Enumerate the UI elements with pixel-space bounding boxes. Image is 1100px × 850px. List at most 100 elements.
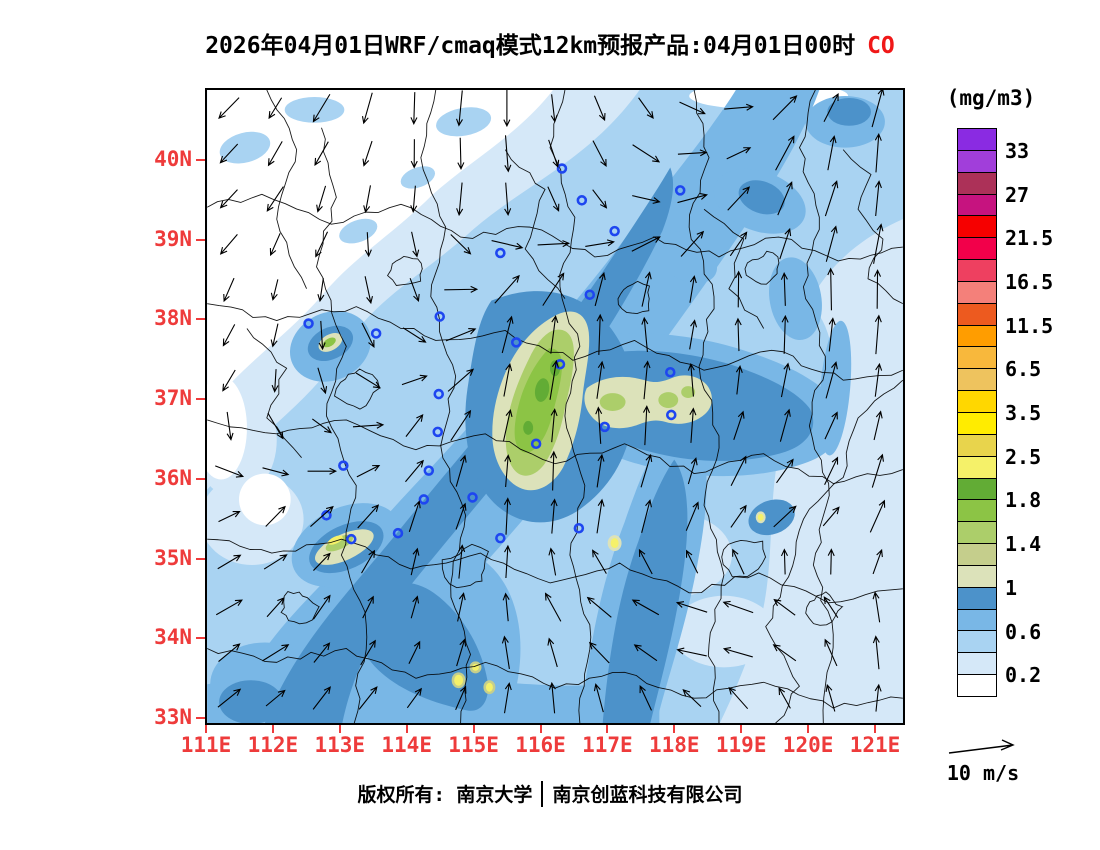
colorbar-segment [957, 411, 997, 435]
wind-arrow [632, 144, 661, 163]
city-marker [338, 460, 349, 471]
colorbar-level-label: 1.8 [1005, 488, 1042, 513]
boundary-line [266, 90, 307, 289]
wind-arrow [872, 548, 883, 575]
city-marker [556, 163, 568, 174]
wind-arrow [312, 594, 331, 620]
wind-arrow [401, 374, 428, 386]
page-title: 2026年04月01日WRF/cmaq模式12km预报产品:04月01日00时 C… [0, 26, 1100, 60]
lat-tick-label: 35N [154, 545, 192, 570]
wind-arrow [680, 230, 705, 257]
city-marker [434, 311, 445, 322]
contour-region [757, 513, 764, 521]
wind-arrow [595, 406, 603, 444]
lat-tick-label: 36N [154, 465, 192, 490]
wind-vectors [215, 90, 886, 714]
lon-tick-label: 113E [314, 733, 366, 757]
contour-fills [207, 90, 903, 723]
lon-tick-label: 114E [381, 733, 432, 757]
contour-region [323, 337, 336, 348]
lon-tick-mark [205, 725, 207, 733]
wind-arrow [504, 544, 511, 579]
city-marker [370, 328, 382, 339]
contour-region [523, 420, 534, 435]
wind-arrow [871, 453, 884, 488]
colorbar-segment [957, 193, 997, 217]
wind-arrow [775, 135, 795, 171]
colorbar-level-label: 11.5 [1005, 313, 1054, 338]
wind-arrow [550, 498, 558, 534]
city-marker [609, 225, 620, 237]
wind-arrow [361, 92, 373, 125]
wind-arrow [733, 410, 745, 440]
lon-tick-mark [338, 725, 341, 733]
wind-arrow [270, 279, 279, 301]
wind-arrow [726, 147, 752, 160]
colorbar-level-label: 3.5 [1005, 401, 1042, 426]
contour-region [485, 682, 493, 692]
colorbar-level-label: 27 [1005, 182, 1030, 207]
wind-arrow [457, 137, 465, 171]
wind-arrow [504, 454, 512, 488]
wind-arrow [874, 132, 882, 173]
wind-arrow [410, 595, 420, 619]
lat-tick-mark [196, 477, 205, 480]
wind-arrow [679, 101, 706, 115]
wind-arrow [728, 686, 749, 710]
wind-arrow [458, 544, 466, 579]
wind-arrow [503, 90, 511, 128]
contour-region [599, 393, 626, 411]
wind-arrow [544, 592, 562, 622]
wind-arrow [873, 223, 884, 264]
colorbar-segment [957, 324, 997, 348]
wind-arrow [410, 185, 418, 213]
colorbar-segment [957, 149, 997, 173]
wind-arrow [735, 270, 743, 308]
wind-arrow [550, 315, 559, 354]
wind-arrow [494, 274, 520, 304]
wind-arrow [632, 195, 661, 204]
wind-arrow [780, 548, 789, 575]
lon-tick-mark [874, 725, 876, 733]
wind-arrow [307, 467, 338, 475]
wind-arrow [633, 644, 658, 662]
wind-reference-label: 10 m/s [946, 761, 1020, 785]
lon-tick-label: 119E [715, 733, 767, 757]
wind-arrow [824, 456, 839, 485]
colorbar-segment [957, 128, 997, 151]
lon-tick-label: 117E [582, 733, 633, 757]
boundary-line [765, 379, 903, 723]
wind-arrow [824, 180, 839, 217]
wind-arrow [503, 363, 513, 397]
lat-tick-mark [196, 637, 205, 640]
contour-region [400, 166, 436, 189]
city-marker [665, 366, 676, 378]
colorbar-segment [957, 433, 997, 457]
wind-arrow [869, 499, 886, 533]
city-marker [303, 318, 314, 329]
lon-tick-mark [271, 725, 274, 733]
wind-arrow [773, 598, 796, 616]
wind-arrow [218, 510, 241, 523]
wind-arrow [352, 421, 385, 429]
contour-region [681, 386, 696, 399]
boundary-line [207, 538, 903, 604]
wind-arrow [501, 315, 514, 354]
lat-tick-label: 33N [154, 704, 192, 729]
wind-arrow [873, 269, 882, 309]
wind-arrow [313, 642, 331, 663]
lat-tick-label: 38N [154, 306, 192, 331]
wind-arrow [456, 638, 467, 667]
lon-tick-mark [740, 725, 743, 733]
contour-region [238, 473, 291, 526]
colorbar-segment [957, 368, 997, 392]
wind-arrow [315, 231, 329, 258]
colorbar-segment [957, 652, 997, 676]
wind-arrow [268, 97, 283, 120]
wind-arrow [360, 639, 376, 666]
wind-arrow [265, 689, 286, 707]
colorbar-level-label: 21.5 [1005, 226, 1054, 251]
lon-tick-mark [472, 725, 475, 733]
colorbar-segment [957, 302, 997, 326]
wind-arrow [408, 500, 421, 532]
